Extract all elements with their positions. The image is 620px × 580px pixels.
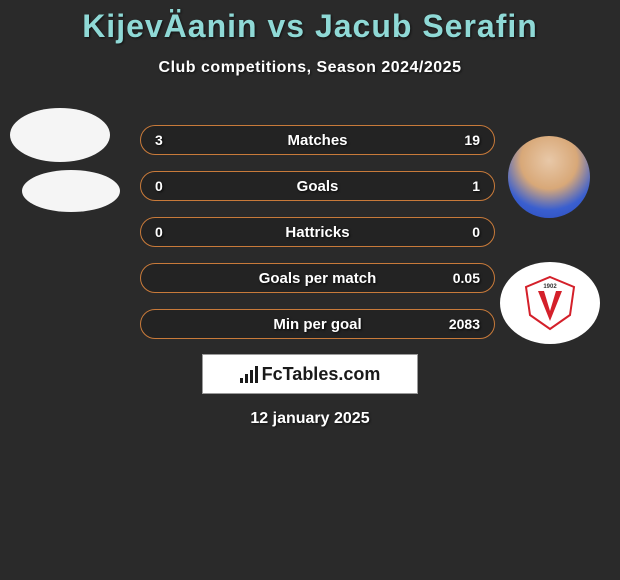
stat-row-min-per-goal: Min per goal 2083 bbox=[140, 309, 495, 339]
stat-label: Hattricks bbox=[141, 224, 494, 241]
stat-right-value: 1 bbox=[472, 178, 480, 194]
branding-text: FcTables.com bbox=[262, 364, 381, 385]
club-right-badge: 1902 bbox=[500, 262, 600, 344]
stat-left-value: 0 bbox=[155, 178, 163, 194]
player-left-avatar-placeholder-2 bbox=[22, 170, 120, 212]
bars-icon bbox=[240, 365, 258, 383]
stat-label: Goals bbox=[141, 178, 494, 195]
stats-container: 3 Matches 19 0 Goals 1 0 Hattricks 0 Goa… bbox=[140, 125, 495, 355]
stat-label: Goals per match bbox=[141, 270, 494, 287]
page-title: KijevÄanin vs Jacub Serafin bbox=[0, 0, 620, 45]
stat-row-goals-per-match: Goals per match 0.05 bbox=[140, 263, 495, 293]
stat-label: Min per goal bbox=[141, 316, 494, 333]
stat-left-value: 3 bbox=[155, 132, 163, 148]
date-label: 12 january 2025 bbox=[0, 410, 620, 428]
stat-right-value: 0.05 bbox=[453, 270, 480, 286]
stat-right-value: 19 bbox=[464, 132, 480, 148]
player-left-avatar-placeholder-1 bbox=[10, 108, 110, 162]
stat-row-matches: 3 Matches 19 bbox=[140, 125, 495, 155]
player-right-avatar bbox=[508, 136, 590, 218]
svg-text:1902: 1902 bbox=[543, 284, 557, 290]
stat-row-goals: 0 Goals 1 bbox=[140, 171, 495, 201]
branding-box: FcTables.com bbox=[202, 354, 418, 394]
stat-label: Matches bbox=[141, 132, 494, 149]
stat-right-value: 0 bbox=[472, 224, 480, 240]
vicenza-badge-icon: 1902 bbox=[520, 273, 580, 333]
stat-right-value: 2083 bbox=[449, 316, 480, 332]
stat-left-value: 0 bbox=[155, 224, 163, 240]
stat-row-hattricks: 0 Hattricks 0 bbox=[140, 217, 495, 247]
page-subtitle: Club competitions, Season 2024/2025 bbox=[0, 59, 620, 77]
